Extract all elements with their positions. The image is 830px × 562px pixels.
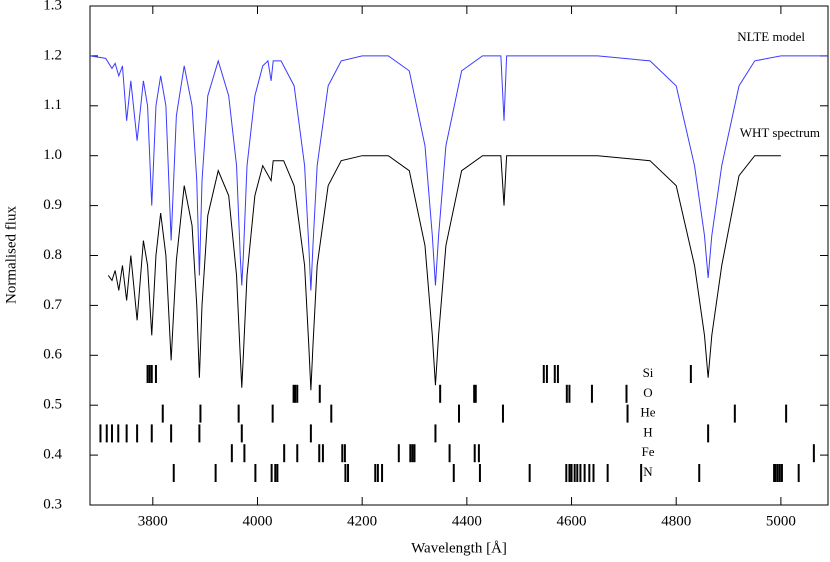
spectrum-line — [107, 155, 781, 391]
plot-frame — [89, 5, 829, 506]
series-label: WHT spectrum — [740, 125, 820, 140]
y-tick-label: 1.3 — [43, 0, 62, 13]
x-tick-label: 4200 — [347, 513, 377, 529]
line-list-label: O — [643, 385, 652, 400]
y-tick-label: 1.0 — [43, 147, 62, 163]
y-tick-label: 0.4 — [43, 447, 62, 463]
x-tick-label: 4800 — [661, 513, 691, 529]
y-tick-label: 0.3 — [43, 496, 62, 512]
y-tick-label: 0.6 — [43, 347, 62, 363]
spectrum-line — [90, 55, 828, 291]
y-tick-label: 0.7 — [43, 297, 62, 313]
x-tick-label: 5000 — [766, 513, 796, 529]
x-tick-label: 4600 — [557, 513, 587, 529]
y-axis-label: Normalised flux — [3, 206, 19, 304]
y-tick-label: 0.8 — [43, 247, 62, 263]
y-tick-label: 1.2 — [43, 47, 62, 63]
y-tick-label: 0.9 — [43, 197, 62, 213]
line-list-label: H — [643, 424, 652, 439]
x-tick-label: 3800 — [138, 513, 168, 529]
x-tick-label: 4400 — [452, 513, 482, 529]
y-tick-label: 1.1 — [43, 97, 62, 113]
line-list-label: He — [640, 405, 655, 420]
y-tick-label: 0.5 — [43, 397, 62, 413]
x-tick-label: 4000 — [242, 513, 272, 529]
line-list-label: N — [643, 464, 653, 479]
plot-area — [90, 55, 828, 482]
line-list-label: Si — [643, 365, 654, 380]
line-list-label: Fe — [642, 444, 655, 459]
series-label: NLTE model — [737, 29, 805, 44]
x-axis-label: Wavelength [Å] — [411, 540, 507, 556]
